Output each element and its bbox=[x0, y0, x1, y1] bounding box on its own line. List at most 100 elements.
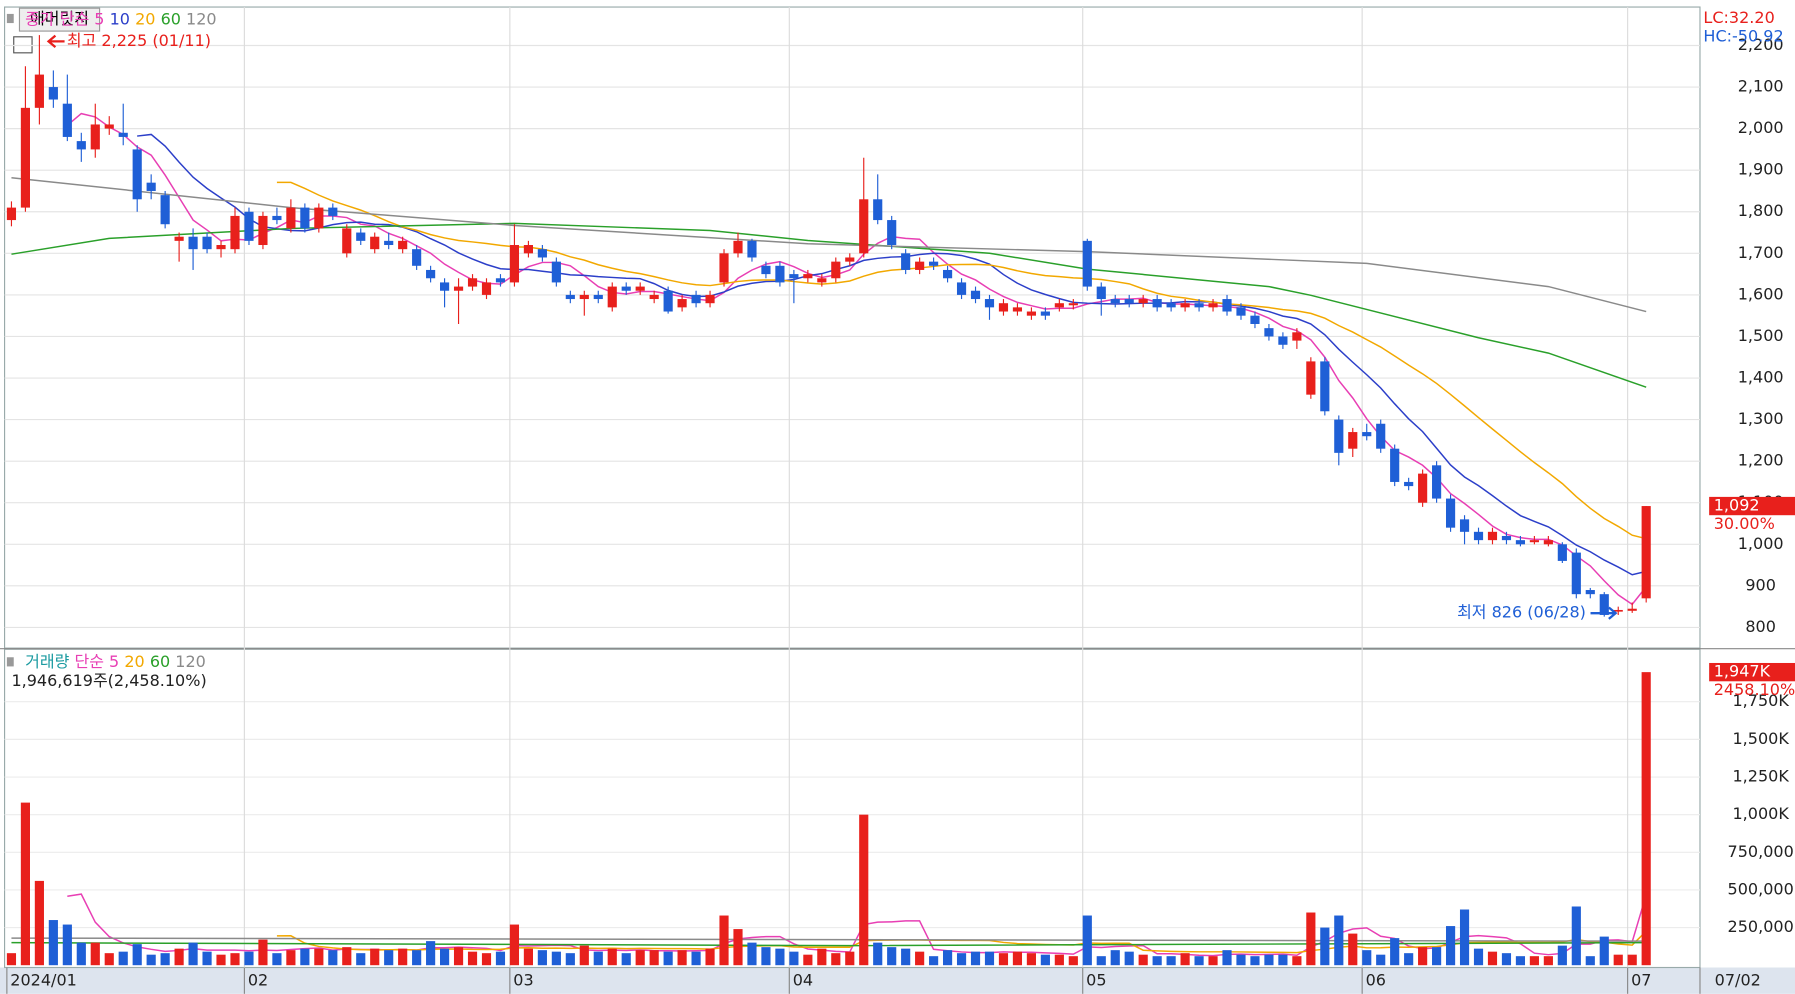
volume-bar bbox=[649, 950, 659, 966]
volume-bar bbox=[1529, 956, 1539, 966]
y-tick-label: 250,000 bbox=[1728, 917, 1794, 936]
volume-bar bbox=[663, 951, 673, 966]
candle-body bbox=[314, 207, 324, 229]
volume-bar bbox=[621, 953, 631, 966]
volume-bar bbox=[915, 951, 925, 966]
volume-bar bbox=[677, 950, 687, 966]
volume-bar bbox=[1138, 954, 1148, 966]
volume-bar bbox=[607, 948, 617, 966]
candle-body bbox=[1110, 299, 1120, 304]
volume-bar bbox=[551, 951, 561, 966]
volume-bar bbox=[1208, 956, 1218, 966]
volume-bar bbox=[956, 953, 967, 966]
candle-body bbox=[1292, 332, 1302, 341]
volume-bar bbox=[495, 951, 506, 966]
volume-bar bbox=[691, 951, 701, 966]
x-axis-band bbox=[0, 967, 1795, 994]
candle-body bbox=[216, 245, 226, 250]
volume-bar bbox=[1320, 927, 1330, 966]
candle-body bbox=[1348, 432, 1358, 449]
candle-body bbox=[1473, 531, 1484, 541]
candle-body bbox=[803, 274, 813, 279]
candle-body bbox=[328, 207, 338, 216]
volume-bar bbox=[342, 947, 352, 966]
volume-bar bbox=[537, 950, 547, 966]
volume-bar bbox=[1264, 954, 1274, 966]
candle-body bbox=[370, 236, 380, 250]
ma-line bbox=[67, 893, 1647, 957]
volume-bar bbox=[6, 953, 17, 966]
candle-body bbox=[831, 261, 841, 279]
candle-body bbox=[929, 261, 939, 266]
candle-body bbox=[48, 87, 58, 100]
candle-body bbox=[1627, 608, 1637, 611]
volume-bar bbox=[1487, 951, 1498, 966]
volume-bar bbox=[1432, 947, 1442, 966]
candle-body bbox=[1445, 498, 1456, 528]
volume-bar bbox=[1026, 953, 1036, 966]
candle-body bbox=[20, 107, 30, 208]
volume-bar bbox=[1096, 956, 1106, 966]
candle-body bbox=[174, 236, 184, 241]
candle-body bbox=[244, 211, 254, 241]
volume-bar bbox=[146, 954, 156, 966]
volume-bar bbox=[901, 948, 911, 966]
volume-bar bbox=[1180, 953, 1190, 966]
candle-body bbox=[719, 253, 729, 283]
volume-bar bbox=[1418, 947, 1428, 966]
legend-entry: 거래량 bbox=[25, 651, 69, 670]
volume-bar bbox=[1641, 672, 1651, 966]
candle-body bbox=[747, 240, 757, 258]
volume-bar bbox=[230, 953, 240, 966]
ma-line bbox=[137, 133, 1647, 576]
candle-body bbox=[1501, 535, 1512, 541]
volume-bar bbox=[34, 880, 44, 966]
candle-body bbox=[398, 240, 408, 250]
candle-body bbox=[1557, 544, 1567, 561]
candle-body bbox=[1404, 481, 1414, 487]
table-icon[interactable] bbox=[13, 36, 33, 54]
volume-bar bbox=[1068, 956, 1078, 966]
candle-body bbox=[481, 282, 492, 295]
volume-bar bbox=[942, 950, 953, 966]
volume-bar bbox=[1599, 936, 1609, 966]
candle-body bbox=[1320, 361, 1330, 412]
volume-bar bbox=[635, 950, 645, 966]
candle-body bbox=[565, 294, 575, 300]
candle-body bbox=[1138, 299, 1148, 304]
y-tick-label: 1,500 bbox=[1738, 326, 1784, 345]
candle-body bbox=[132, 149, 142, 200]
candle-body bbox=[817, 278, 827, 283]
volume-bar bbox=[1390, 938, 1400, 966]
volume-bar bbox=[314, 948, 324, 966]
volume-bar bbox=[1459, 909, 1470, 966]
button[interactable] bbox=[18, 7, 101, 32]
candle-body bbox=[90, 124, 100, 150]
volume-bar bbox=[1557, 945, 1567, 966]
volume-bar bbox=[1334, 915, 1344, 966]
last-date: 07/02 bbox=[1715, 971, 1761, 990]
volume-bar bbox=[453, 947, 464, 966]
volume-bar bbox=[775, 948, 785, 966]
low-label: 최저 826 (06/28) bbox=[1457, 603, 1586, 622]
legend-entry: 5 bbox=[109, 651, 119, 670]
button-label[interactable]: 애머릿지 bbox=[30, 9, 89, 28]
candle-body bbox=[6, 207, 17, 221]
volume-bar bbox=[370, 948, 380, 966]
volume-bar bbox=[1627, 954, 1637, 966]
volume-bar bbox=[719, 915, 729, 966]
volume-bar bbox=[132, 944, 142, 966]
candle-body bbox=[1166, 303, 1176, 308]
legend-entry: 20 bbox=[135, 9, 155, 28]
volume-bar bbox=[62, 924, 72, 966]
candle-body bbox=[1152, 299, 1162, 308]
candle-body bbox=[1068, 303, 1078, 306]
volume-bar bbox=[48, 920, 58, 966]
volume-bar bbox=[579, 945, 589, 966]
x-tick-label: 02 bbox=[248, 971, 268, 990]
candle-body bbox=[1362, 432, 1372, 437]
x-tick-label: 04 bbox=[793, 971, 813, 990]
candle-body bbox=[1529, 540, 1539, 543]
volume-bar bbox=[1222, 950, 1232, 966]
